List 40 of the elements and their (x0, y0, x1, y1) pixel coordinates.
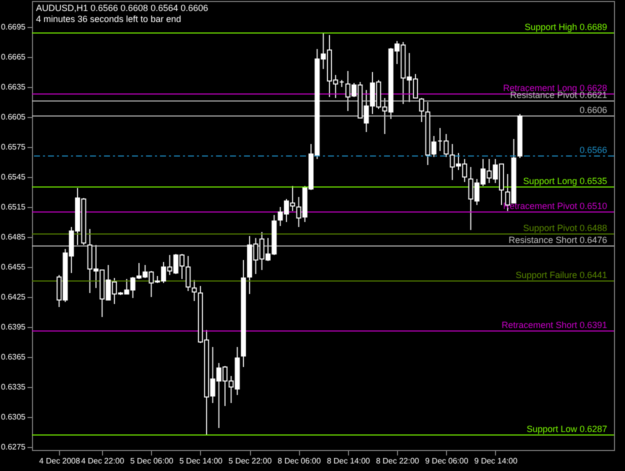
ref-line-label: Resistance Short 0.6476 (508, 235, 608, 245)
text: 4 minutes 36 seconds left to bar end (36, 14, 182, 24)
y-tick-label: 0.6485 (1, 232, 26, 242)
y-tick-label: 0.6305 (1, 412, 26, 422)
y-tick-label: 0.6425 (1, 292, 26, 302)
y-tick-label: 0.6665 (1, 52, 26, 62)
x-tick-label: 4 Dec 22:00 (81, 456, 125, 466)
y-tick-label: 0.6335 (1, 382, 26, 392)
candlestick (192, 280, 197, 302)
x-tick-label: 8 Dec 14:00 (326, 456, 371, 466)
chart-title: AUDUSD,H1 0.6566 0.6608 0.6564 0.6606 (36, 3, 208, 13)
y-tick-label: 0.6275 (1, 442, 26, 452)
x-tick-label: 9 Dec 14:00 (474, 456, 518, 466)
ref-line-label: Support Pivot 0.6488 (523, 223, 608, 233)
y-tick-label: 0.6635 (1, 82, 26, 92)
ref-line-label: Support Failure 0.6441 (516, 270, 608, 280)
x-tick-label: 5 Dec 06:00 (130, 456, 174, 466)
y-tick-label: 0.6515 (1, 202, 26, 212)
ref-line-label: Support High 0.6689 (524, 22, 608, 32)
ref-line-label: Support Low 0.6287 (526, 424, 608, 434)
x-tick-label: 9 Dec 06:00 (425, 456, 469, 466)
ref-line-label: Retracement Short 0.6391 (502, 320, 608, 330)
x-tick-label: 8 Dec 06:00 (278, 456, 322, 466)
ref-line-label: 0.6606 (580, 105, 608, 115)
y-tick-label: 0.6455 (1, 262, 26, 272)
y-tick-label: 0.6605 (1, 112, 26, 122)
ref-line-label: 0.6566 (580, 145, 608, 155)
x-tick-label: 5 Dec 14:00 (179, 456, 224, 466)
y-tick-label: 0.6395 (1, 322, 26, 332)
y-tick-label: 0.6695 (1, 22, 26, 32)
x-tick-label: 8 Dec 22:00 (376, 456, 420, 466)
candlestick (186, 256, 191, 292)
candlestick (419, 98, 424, 122)
x-tick-label: 5 Dec 22:00 (228, 456, 272, 466)
y-tick-label: 0.6365 (1, 352, 26, 362)
y-tick-label: 0.6575 (1, 142, 26, 152)
y-tick-label: 0.6545 (1, 172, 26, 182)
ref-line-label: Support Long 0.6535 (523, 176, 608, 186)
ref-line-label: Retracement Long 0.6628 (503, 83, 608, 93)
x-tick-label: 4 Dec 2008 (39, 456, 81, 466)
